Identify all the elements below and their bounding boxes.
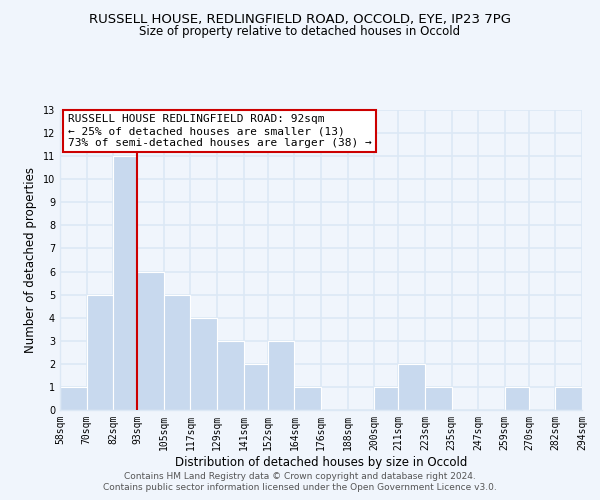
Bar <box>505 387 529 410</box>
Bar <box>425 387 452 410</box>
Bar <box>190 318 217 410</box>
Y-axis label: Number of detached properties: Number of detached properties <box>24 167 37 353</box>
Bar <box>556 387 582 410</box>
Bar <box>60 387 86 410</box>
Text: Contains public sector information licensed under the Open Government Licence v3: Contains public sector information licen… <box>103 484 497 492</box>
Bar <box>86 294 113 410</box>
Text: RUSSELL HOUSE REDLINGFIELD ROAD: 92sqm
← 25% of detached houses are smaller (13): RUSSELL HOUSE REDLINGFIELD ROAD: 92sqm ←… <box>68 114 371 148</box>
Text: Contains HM Land Registry data © Crown copyright and database right 2024.: Contains HM Land Registry data © Crown c… <box>124 472 476 481</box>
Text: RUSSELL HOUSE, REDLINGFIELD ROAD, OCCOLD, EYE, IP23 7PG: RUSSELL HOUSE, REDLINGFIELD ROAD, OCCOLD… <box>89 12 511 26</box>
Bar <box>217 341 244 410</box>
Bar <box>113 156 137 410</box>
Bar <box>137 272 164 410</box>
Bar <box>268 341 295 410</box>
Bar <box>244 364 268 410</box>
Bar <box>295 387 321 410</box>
Text: Size of property relative to detached houses in Occold: Size of property relative to detached ho… <box>139 25 461 38</box>
Bar <box>164 294 190 410</box>
X-axis label: Distribution of detached houses by size in Occold: Distribution of detached houses by size … <box>175 456 467 468</box>
Bar <box>374 387 398 410</box>
Bar <box>398 364 425 410</box>
